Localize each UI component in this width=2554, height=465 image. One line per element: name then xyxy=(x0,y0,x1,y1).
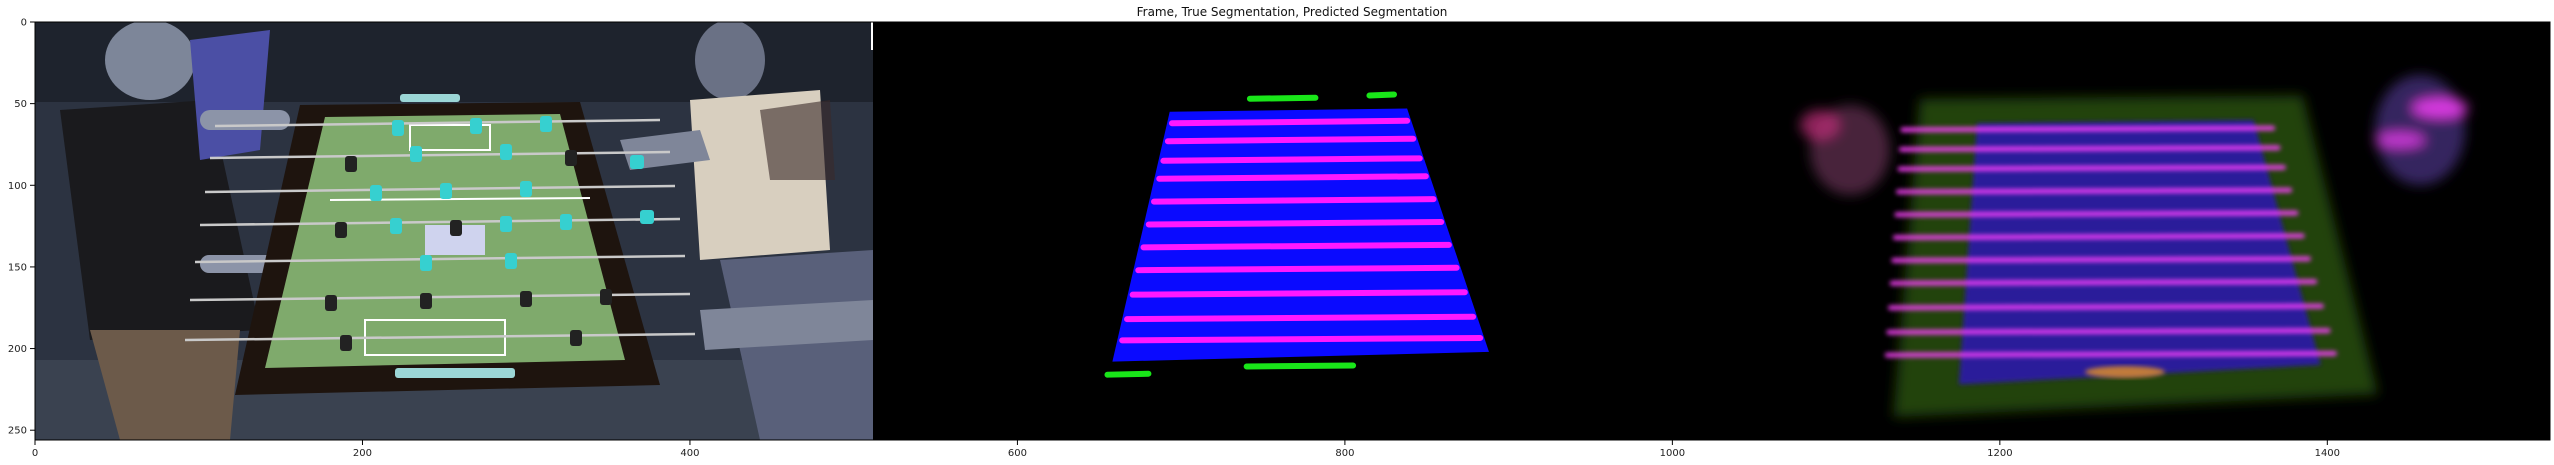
pred-rod xyxy=(1884,350,2337,358)
pred-rod xyxy=(1897,164,2286,172)
pred-rod xyxy=(1891,256,2311,263)
x-tick-label: 0 xyxy=(32,448,38,459)
true-side-mark xyxy=(1366,91,1398,99)
x-axis-ticks: 0 200 400 600 800 1000 1200 1400 xyxy=(32,440,2340,459)
pred-bottom-glow xyxy=(2085,366,2165,378)
true-rod xyxy=(1156,173,1429,182)
pred-rod xyxy=(1896,187,2293,195)
x-tick-label: 400 xyxy=(680,448,699,459)
y-tick-label: 100 xyxy=(8,181,27,192)
y-tick-label: 50 xyxy=(14,99,27,110)
x-tick-label: 800 xyxy=(1335,448,1354,459)
true-table-region xyxy=(1112,108,1489,362)
pred-rods-group xyxy=(1884,125,2337,358)
x-tick-label: 1400 xyxy=(2315,448,2340,459)
true-rod xyxy=(1140,241,1452,251)
true-side-mark xyxy=(1104,370,1152,378)
y-tick-label: 150 xyxy=(8,262,27,273)
true-marks-group xyxy=(1104,91,1398,378)
true-rod xyxy=(1145,219,1445,228)
pred-rod xyxy=(1886,328,2331,335)
true-rod xyxy=(1160,155,1423,164)
axes-frame xyxy=(34,21,2551,441)
panel-true-segmentation xyxy=(1104,91,1489,378)
true-rod xyxy=(1119,334,1484,344)
true-rod xyxy=(1168,117,1411,127)
pred-rod xyxy=(1889,279,2318,286)
true-rod xyxy=(1124,313,1477,323)
y-tick-label: 0 xyxy=(21,18,27,29)
panel-frame xyxy=(35,22,873,440)
x-tick-label: 1000 xyxy=(1660,448,1685,459)
x-tick-label: 600 xyxy=(1008,448,1027,459)
pred-right-arm-glow xyxy=(2375,75,2465,185)
true-side-mark xyxy=(1246,94,1319,102)
pred-table-region xyxy=(1958,119,2321,385)
true-rod xyxy=(1135,264,1460,274)
panel-predicted-segmentation xyxy=(1800,75,2468,418)
true-rod xyxy=(1151,196,1437,205)
y-tick-label: 200 xyxy=(8,344,27,355)
true-rod xyxy=(1129,289,1468,298)
pred-rod xyxy=(1894,210,2299,218)
x-tick-label: 1200 xyxy=(1987,448,2012,459)
pred-rod xyxy=(1898,145,2281,152)
true-rods-group xyxy=(1119,117,1484,344)
true-side-mark xyxy=(1243,362,1357,370)
pred-rod xyxy=(1888,303,2324,311)
chart-title: Frame, True Segmentation, Predicted Segm… xyxy=(1137,5,1448,19)
pred-rod xyxy=(1900,125,2276,133)
x-tick-label: 200 xyxy=(353,448,372,459)
true-rod xyxy=(1164,135,1417,145)
pred-rod xyxy=(1892,233,2305,241)
y-axis-ticks: 0 50 100 150 200 250 xyxy=(8,18,35,437)
y-tick-label: 250 xyxy=(8,426,27,437)
